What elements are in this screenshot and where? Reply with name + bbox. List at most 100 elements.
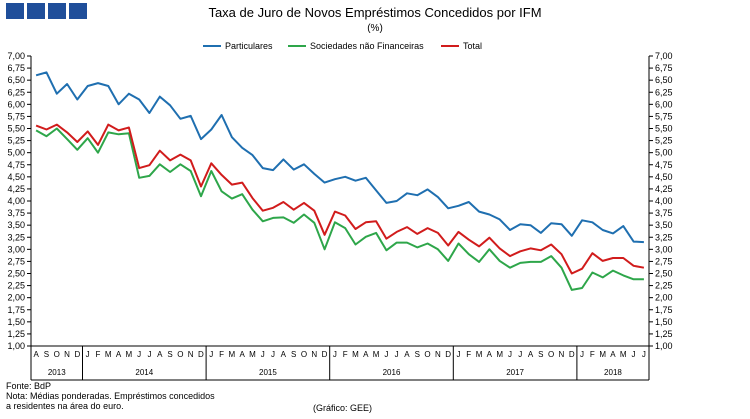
- x-month-label: A: [281, 350, 287, 359]
- x-month-label: J: [395, 350, 399, 359]
- x-month-label: J: [209, 350, 213, 359]
- x-month-label: F: [590, 350, 595, 359]
- x-month-label: J: [642, 350, 646, 359]
- x-month-label: J: [508, 350, 512, 359]
- source-text: Fonte: BdP: [6, 381, 52, 391]
- footer-notes: Fonte: BdP Nota: Médias ponderadas. Empr…: [6, 381, 215, 411]
- x-month-label: O: [54, 350, 60, 359]
- x-month-label: J: [147, 350, 151, 359]
- x-month-label: A: [404, 350, 410, 359]
- y-tick-label: 2,25: [7, 281, 25, 291]
- x-month-label: M: [496, 350, 503, 359]
- x-year-label: 2018: [604, 368, 622, 377]
- y-tick-label-right: 4,25: [655, 184, 673, 194]
- x-month-label: J: [333, 350, 337, 359]
- x-month-label: M: [476, 350, 483, 359]
- x-month-label: O: [301, 350, 307, 359]
- y-tick-label-right: 5,25: [655, 136, 673, 146]
- x-month-label: N: [559, 350, 565, 359]
- x-month-label: S: [44, 350, 49, 359]
- legend-label: Total: [463, 41, 482, 51]
- x-month-label: F: [466, 350, 471, 359]
- y-tick-label: 1,50: [7, 317, 25, 327]
- y-tick-label-right: 1,25: [655, 329, 673, 339]
- legend-label: Particulares: [225, 41, 273, 51]
- y-tick-label-right: 5,00: [655, 148, 673, 158]
- chart-title: Taxa de Juro de Novos Empréstimos Conced…: [208, 5, 542, 20]
- y-tick-label-right: 2,50: [655, 269, 673, 279]
- y-tick-label-right: 3,50: [655, 220, 673, 230]
- y-tick-label: 4,25: [7, 184, 25, 194]
- y-tick-label: 1,25: [7, 329, 25, 339]
- x-month-label: D: [74, 350, 80, 359]
- x-month-label: A: [116, 350, 122, 359]
- y-tick-label: 4,75: [7, 160, 25, 170]
- x-month-label: D: [322, 350, 328, 359]
- x-month-label: N: [188, 350, 194, 359]
- y-tick-label: 6,50: [7, 75, 25, 85]
- x-month-label: D: [445, 350, 451, 359]
- x-year-label: 2016: [383, 368, 401, 377]
- y-tick-label: 4,50: [7, 172, 25, 182]
- y-tick-label: 2,00: [7, 293, 25, 303]
- y-tick-label-right: 3,00: [655, 244, 673, 254]
- y-tick-label: 1,75: [7, 305, 25, 315]
- y-tick-label: 6,00: [7, 99, 25, 109]
- chart-credit: (Gráfico: GEE): [313, 403, 373, 413]
- y-tick-label: 4,00: [7, 196, 25, 206]
- x-month-label: J: [261, 350, 265, 359]
- y-tick-label-right: 5,75: [655, 111, 673, 121]
- y-tick-label: 6,75: [7, 63, 25, 73]
- x-month-label: J: [518, 350, 522, 359]
- y-tick-label: 7,00: [7, 51, 25, 61]
- y-tick-label-right: 4,00: [655, 196, 673, 206]
- x-month-label: J: [137, 350, 141, 359]
- y-tick-label: 3,75: [7, 208, 25, 218]
- y-tick-label-right: 5,50: [655, 124, 673, 134]
- x-year-label: 2014: [135, 368, 153, 377]
- x-month-label: M: [249, 350, 256, 359]
- x-month-label: M: [126, 350, 133, 359]
- y-tick-label: 2,50: [7, 269, 25, 279]
- x-month-label: J: [384, 350, 388, 359]
- x-year-label: 2015: [259, 368, 277, 377]
- x-month-label: A: [363, 350, 369, 359]
- x-month-label: N: [64, 350, 70, 359]
- y-tick-label-right: 2,25: [655, 281, 673, 291]
- x-month-label: N: [311, 350, 317, 359]
- x-month-label: O: [424, 350, 430, 359]
- y-tick-label-right: 6,25: [655, 87, 673, 97]
- y-tick-label-right: 1,50: [655, 317, 673, 327]
- x-month-label: F: [96, 350, 101, 359]
- x-month-label: A: [528, 350, 534, 359]
- y-tick-label-right: 6,75: [655, 63, 673, 73]
- legend-label: Sociedades não Financeiras: [310, 41, 424, 51]
- y-tick-label: 6,25: [7, 87, 25, 97]
- x-month-label: A: [239, 350, 245, 359]
- x-year-label: 2013: [48, 368, 66, 377]
- x-month-label: F: [219, 350, 224, 359]
- x-month-label: N: [435, 350, 441, 359]
- y-tick-label: 3,00: [7, 244, 25, 254]
- x-month-label: S: [291, 350, 296, 359]
- x-month-label: D: [569, 350, 575, 359]
- y-tick-label-right: 6,00: [655, 99, 673, 109]
- x-month-label: M: [373, 350, 380, 359]
- y-tick-label: 5,75: [7, 111, 25, 121]
- y-tick-label: 5,00: [7, 148, 25, 158]
- y-tick-label: 3,25: [7, 232, 25, 242]
- x-month-label: M: [620, 350, 627, 359]
- x-month-label: M: [599, 350, 606, 359]
- y-tick-label: 5,50: [7, 124, 25, 134]
- series-line-total: [35, 123, 645, 275]
- series-line-particulares: [35, 71, 644, 244]
- y-tick-label: 3,50: [7, 220, 25, 230]
- y-tick-label: 1,00: [7, 341, 25, 351]
- x-month-label: S: [167, 350, 172, 359]
- chart-subtitle: (%): [367, 23, 383, 34]
- y-tick-label-right: 1,00: [655, 341, 673, 351]
- institution-logo-icon: [6, 3, 87, 19]
- x-month-label: M: [352, 350, 359, 359]
- x-month-label: J: [456, 350, 460, 359]
